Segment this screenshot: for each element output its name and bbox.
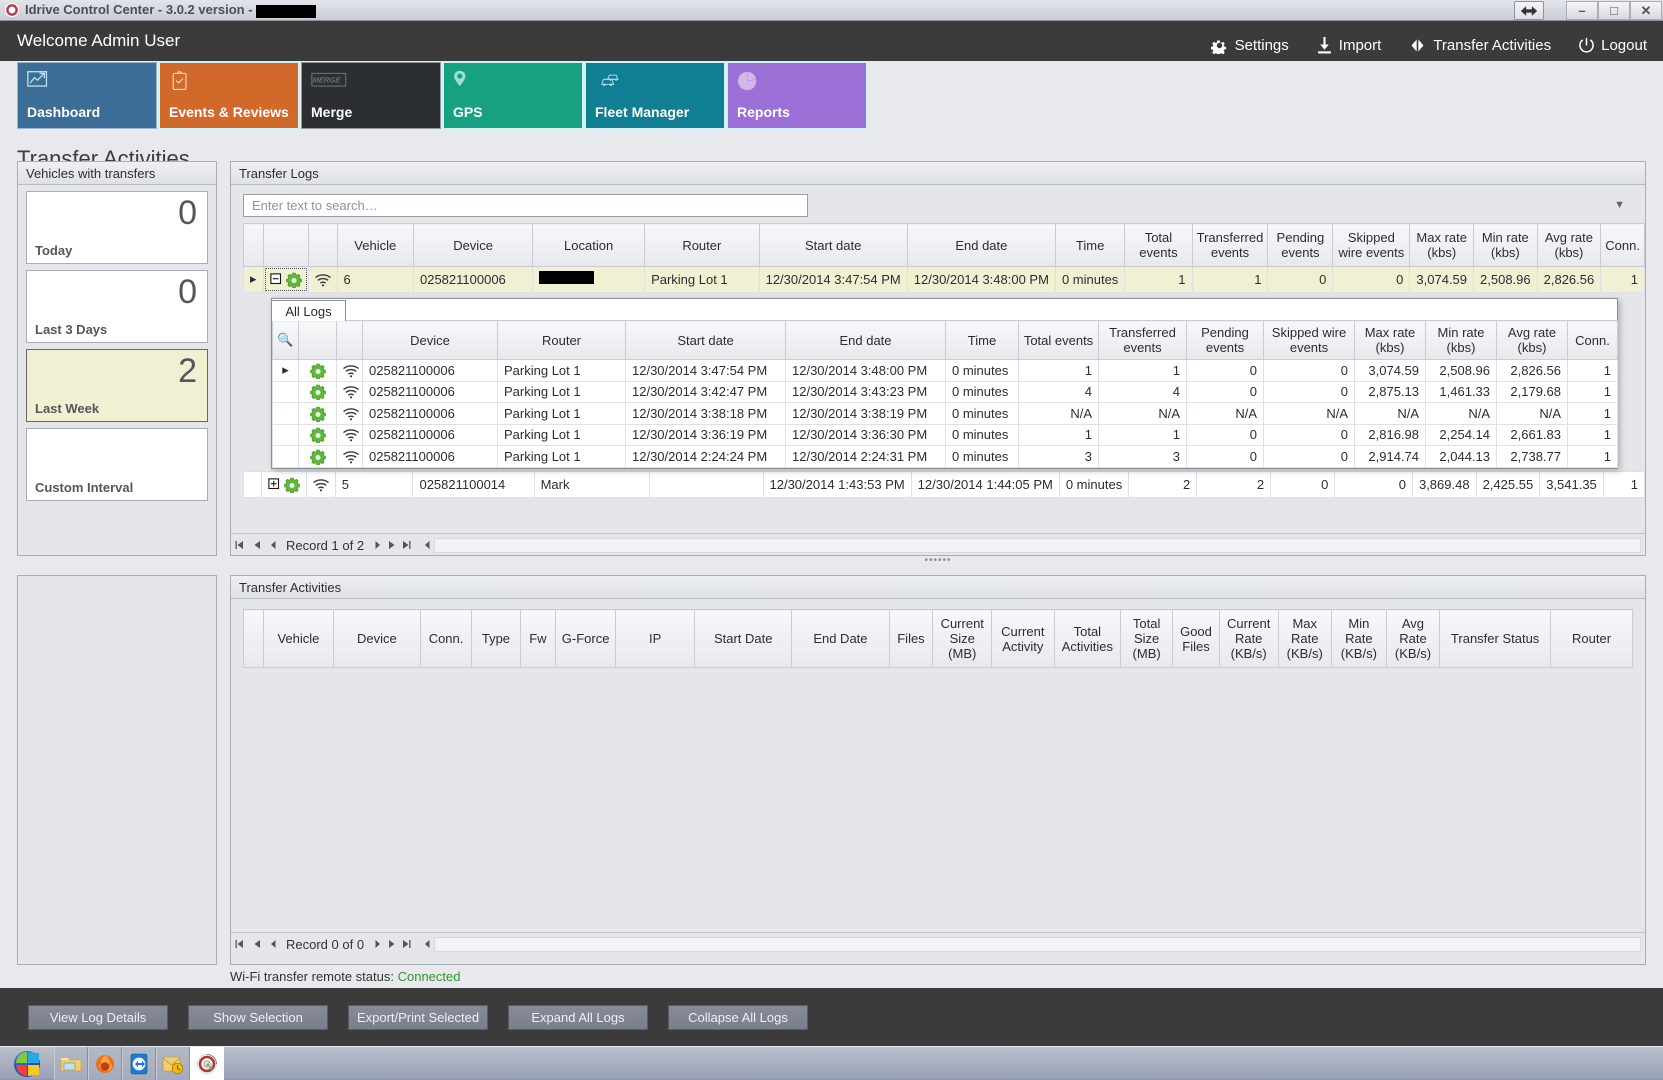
svg-text:MERGE: MERGE (312, 76, 342, 85)
